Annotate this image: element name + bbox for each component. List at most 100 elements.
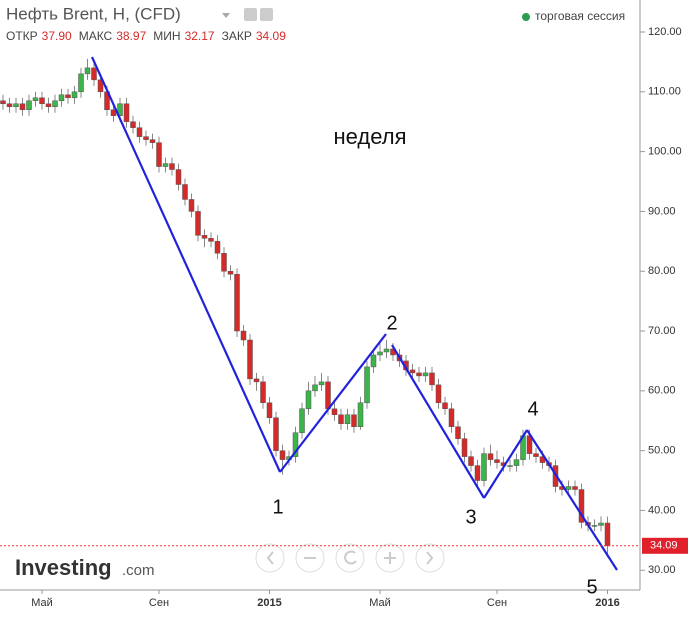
session-label: торговая сессия [535, 9, 625, 23]
dropdown-icon[interactable] [222, 13, 230, 18]
candle-body [0, 100, 6, 105]
candle-body [156, 142, 162, 167]
logo-suffix: .com [122, 562, 155, 579]
candle-body [578, 489, 585, 523]
candle-body [97, 79, 104, 93]
candle-body [513, 459, 520, 466]
candle-body [19, 103, 26, 110]
nav-right[interactable] [415, 543, 445, 573]
candle-body [227, 270, 234, 275]
nav-left[interactable] [255, 543, 285, 573]
candle-body [474, 465, 481, 481]
annotation: 1 [272, 496, 283, 518]
candle-body [45, 103, 52, 108]
candle-body [604, 522, 611, 547]
candle-body [123, 103, 130, 122]
candle-body [6, 103, 13, 108]
close-icon[interactable] [260, 8, 273, 21]
ohlc-value: 37.90 [42, 29, 72, 43]
candle-body [507, 465, 513, 467]
ohlc-row: ОТКР 37.90 МАКС 38.97 МИН 32.17 ЗАКР 34.09 [6, 29, 286, 43]
y-tick-label: 80.00 [648, 265, 676, 277]
plot-area [0, 58, 611, 558]
y-tick-label: 50.00 [648, 445, 676, 457]
candle-body [52, 100, 58, 108]
candle-body [136, 127, 143, 137]
candle-body [266, 402, 273, 419]
x-tick-label: 2016 [595, 597, 619, 609]
candle-body [117, 103, 123, 116]
candle-body [448, 408, 455, 427]
annotation: 4 [527, 398, 538, 420]
candle-body [481, 453, 487, 481]
candle-body [318, 381, 325, 386]
candle-body [494, 459, 500, 463]
ohlc-label: ОТКР [6, 29, 38, 43]
session-dot [522, 13, 530, 21]
candle-body [416, 372, 422, 377]
candle-body [78, 73, 84, 93]
candle-body [91, 67, 97, 81]
candle-body [58, 94, 65, 102]
annotation: 2 [386, 312, 397, 334]
candle-body [331, 408, 338, 416]
candle-body [364, 366, 370, 404]
wave-line [279, 333, 387, 473]
candle-body [182, 184, 188, 200]
y-tick-label: 100.00 [648, 146, 682, 158]
x-tick-label: Сен [487, 597, 507, 609]
candle-body [253, 378, 260, 383]
nav-icons [266, 550, 434, 565]
nav-buttons [255, 543, 445, 573]
candle-body [338, 414, 344, 424]
candle-body [71, 91, 78, 99]
y-tick-label: 120.00 [648, 26, 682, 38]
ohlc-label: МАКС [79, 29, 113, 43]
x-tick-label: 2015 [257, 597, 281, 609]
annotation: неделя [334, 124, 407, 149]
candle-body [201, 235, 208, 239]
y-tick-label: 40.00 [648, 504, 676, 516]
x-tick-label: Сен [149, 597, 169, 609]
candle-body [110, 109, 117, 116]
ohlc-label: МИН [153, 29, 180, 43]
candle-body [195, 211, 201, 236]
candle-body [143, 136, 149, 140]
candle-body [572, 486, 578, 490]
candle-body [32, 97, 39, 102]
candle-body [149, 139, 156, 143]
candle-body [169, 163, 175, 170]
ohlc-label: ЗАКР [222, 29, 252, 43]
y-tick-label: 110.00 [648, 86, 681, 98]
y-tick-label: 30.00 [648, 564, 676, 576]
candle-body [591, 525, 598, 527]
title: Нефть Brent, Н, (CFD) [6, 4, 181, 23]
settings-icon[interactable] [244, 8, 257, 21]
icon [384, 552, 396, 564]
candle-body [357, 402, 364, 427]
ohlc-value: 32.17 [185, 29, 215, 43]
candle-body [565, 486, 572, 490]
nav-reset[interactable] [335, 543, 365, 573]
wave-line [483, 429, 528, 499]
candle-body [351, 414, 357, 427]
candle-body [461, 438, 468, 457]
candle-body [162, 163, 169, 167]
candle-body [344, 414, 351, 424]
annotation: 3 [465, 506, 476, 528]
wave-line [526, 429, 618, 571]
candle-body [455, 426, 461, 439]
logo: Investing [15, 555, 112, 580]
ohlc-value: 34.09 [256, 29, 286, 43]
candle-body [65, 94, 71, 99]
candle-body [370, 354, 377, 368]
candle-body [299, 408, 305, 433]
candle-body [175, 169, 182, 185]
y-tick-label: 60.00 [648, 385, 676, 397]
candle-body [487, 453, 494, 460]
candle-body [188, 199, 195, 212]
candle-body [130, 121, 136, 128]
last-price-label: 34.09 [650, 540, 678, 552]
candle-body [247, 339, 253, 380]
